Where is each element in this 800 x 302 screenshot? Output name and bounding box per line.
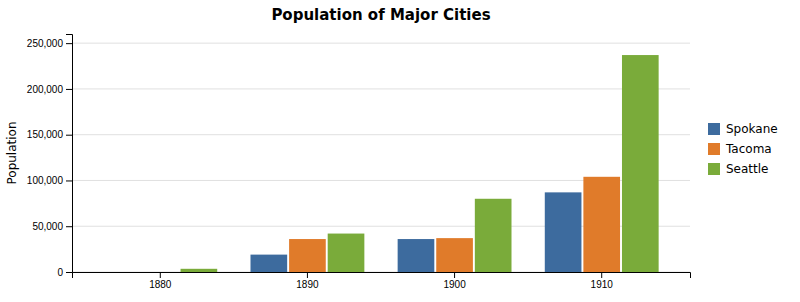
bar: [545, 192, 582, 272]
y-tick: 250,000: [27, 38, 72, 49]
legend-swatch: [708, 123, 720, 135]
plot: 050,000100,000150,000200,000250,00018801…: [27, 35, 691, 291]
legend-label: Tacoma: [725, 142, 772, 156]
grid-line: [72, 88, 690, 89]
bars: [181, 55, 659, 272]
x-axis-line: [73, 273, 691, 279]
bar: [142, 272, 179, 273]
bar: [622, 55, 659, 272]
grid-line: [72, 43, 690, 44]
y-tick-label: 50,000: [32, 221, 63, 232]
legend-label: Seattle: [726, 162, 768, 176]
y-tick: 150,000: [27, 129, 72, 140]
legend-swatch: [708, 143, 720, 155]
legend-item: Seattle: [708, 162, 768, 176]
y-tick-mark: [66, 135, 72, 136]
x-tick: 1910: [591, 272, 614, 290]
y-tick-label: 100,000: [27, 175, 64, 186]
x-tick: 1890: [296, 272, 319, 290]
x-tick-mark: [307, 272, 308, 278]
bar-series: [181, 55, 659, 272]
bar: [436, 238, 473, 272]
bar-series: [251, 192, 582, 272]
x-tick-mark: [160, 272, 161, 278]
x-tick: 1900: [443, 272, 466, 290]
bar: [181, 269, 218, 272]
chart: 050,000100,000150,000200,000250,00018801…: [0, 0, 800, 302]
y-tick-mark: [66, 180, 72, 181]
grid: [72, 43, 690, 272]
grid-line: [72, 134, 690, 135]
legend-item: Tacoma: [708, 142, 772, 156]
bar: [583, 177, 620, 272]
x-axis: 1880 1890 1900 1910: [73, 272, 691, 290]
y-tick: 200,000: [27, 84, 72, 95]
legend-swatch: [708, 163, 720, 175]
bar: [475, 199, 512, 272]
x-tick: 1880: [149, 272, 172, 290]
bar-series: [289, 177, 620, 272]
x-tick-mark: [454, 272, 455, 278]
y-tick-mark: [66, 272, 72, 273]
y-axis-title: Population: [5, 121, 19, 184]
y-tick-mark: [66, 43, 72, 44]
bar: [103, 272, 140, 273]
x-tick-label: 1900: [443, 279, 466, 290]
y-tick-mark: [66, 226, 72, 227]
bar: [328, 234, 365, 272]
y-tick: 100,000: [27, 175, 72, 186]
x-tick-label: 1890: [296, 279, 319, 290]
x-tick-label: 1910: [591, 279, 614, 290]
y-tick-label: 0: [57, 267, 63, 278]
bar: [398, 239, 435, 272]
y-tick-mark: [66, 89, 72, 90]
y-axis: 0 50,000 100,000 150,000 200,000 250,000: [27, 35, 73, 278]
y-axis-line: [66, 35, 73, 273]
y-tick: 0: [57, 267, 72, 278]
y-tick-label: 150,000: [27, 129, 64, 140]
y-tick-label: 200,000: [27, 84, 64, 95]
x-tick-label: 1880: [149, 279, 172, 290]
y-tick-label: 250,000: [27, 38, 64, 49]
bar: [289, 239, 326, 272]
title: Population of Major Cities: [271, 6, 490, 24]
legend: Spokane Tacoma Seattle: [708, 122, 778, 176]
x-tick-mark: [601, 272, 602, 278]
legend-item: Spokane: [708, 122, 778, 136]
y-tick: 50,000: [32, 221, 72, 232]
bar: [251, 255, 288, 272]
legend-label: Spokane: [726, 122, 778, 136]
